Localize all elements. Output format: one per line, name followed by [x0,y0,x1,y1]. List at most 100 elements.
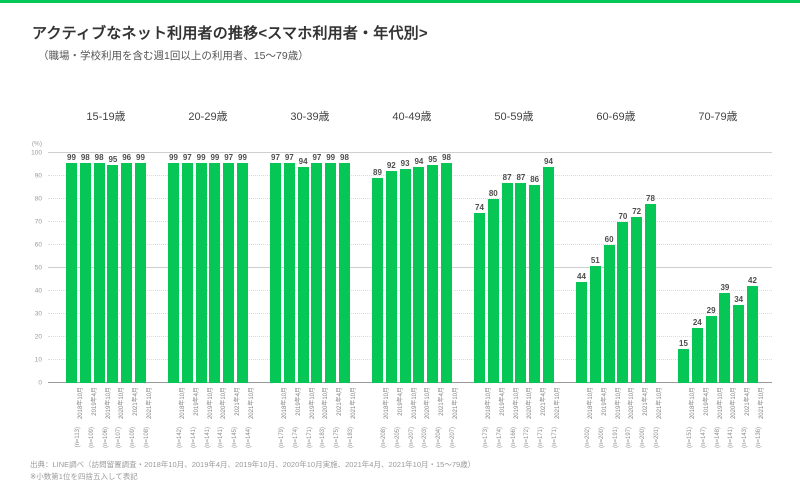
bar-cell: 93 [399,153,411,383]
bar-30-39歳-2019年4月 [283,163,295,383]
sample-size-label: (n=144) [245,427,252,448]
bar-value-label: 39 [720,283,730,293]
bar-50-59歳-2019年4月 [487,199,499,383]
bar-value-label: 97 [284,153,294,162]
x-label-cell: 2018年10月 (n=202) [576,387,594,463]
x-label-cell: 2019年4月 (n=147) [692,387,710,463]
x-label-cell: 2020年10月 (n=107) [107,387,125,463]
bar-cell: 51 [589,153,601,383]
y-tick-label-70: 70 [34,218,42,226]
bar-cell: 97 [283,153,295,383]
bar-value-label: 99 [67,153,76,162]
bar-20-29歳-2020年10月 [209,163,221,383]
bar-15-19歳-2019年4月 [79,163,91,383]
bar-value-label: 87 [502,172,512,182]
bar-40-49歳-2018年10月 [372,178,383,383]
x-label-cell: 2020年10月 (n=141) [719,387,737,463]
age-group-30-39歳: 30-39歳 97 97 94 97 99 98 2018年10月 (n=179) 2019年4月… [270,108,357,463]
sample-size-label: (n=207) [449,427,456,448]
bar-cell: 15 [678,153,689,383]
age-group-40-49歳: 40-49歳 89 92 93 94 95 98 2018年10月 (n=208) 2019年4月… [372,108,459,463]
bar-cell: 94 [297,153,309,383]
bar-cell: 87 [515,153,527,383]
period-label: 2021年10月 [656,387,663,420]
bar-cell: 94 [542,153,554,383]
bars-row: 44 51 60 70 72 78 [576,153,656,383]
bar-value-label: 97 [271,153,280,162]
bar-value-label: 29 [706,306,716,316]
period-label: 2021年10月 [452,387,459,420]
x-label-cell: 2019年4月 (n=174) [284,387,302,463]
bar-value-label: 15 [679,338,688,348]
age-group-20-29歳: 20-29歳 99 97 99 99 97 99 2018年10月 (n=142) 2019年4月… [168,108,255,463]
bar-cell: 87 [501,153,513,383]
age-group-50-59歳: 50-59歳 74 80 87 87 86 94 2018年10月 (n=173) 2019年4月… [474,108,561,463]
x-label-cell: 2021年4月 (n=200) [631,387,649,463]
bar-15-19歳-2020年10月 [107,164,119,383]
bar-60-69歳-2018年10月 [576,281,587,383]
age-group-columns: 15-19歳 99 98 98 95 96 99 2018年10月 (n=113) 2019年4月… [48,108,772,463]
bar-cell: 89 [372,153,383,383]
x-label-cell: 2021年10月 (n=201) [645,387,663,463]
bar-cell: 24 [691,153,703,383]
x-label-cell: 2019年10月 (n=148) [706,387,724,463]
bar-70-79歳-2021年10月 [746,286,758,383]
x-labels-row: 2018年10月 (n=173) 2019年4月 (n=174) 2019年10月 (n=… [474,387,561,463]
bar-70-79歳-2021年4月 [733,304,745,383]
bar-value-label: 98 [94,153,104,162]
y-axis-unit-label: (%) [31,140,42,148]
bar-value-label: 99 [169,153,178,162]
chart-title: アクティブなネット利用者の推移<スマホ利用者・年代別> [32,25,428,42]
period-label: 2021年10月 [350,387,357,420]
bars-row: 74 80 87 87 86 94 [474,153,554,383]
bar-value-label: 98 [80,153,90,162]
bar-value-label: 78 [646,193,655,203]
bar-cell: 99 [134,153,146,383]
bar-40-49歳-2019年10月 [399,169,411,383]
bar-40-49歳-2021年10月 [440,163,452,383]
bar-50-59歳-2021年10月 [542,166,554,383]
bar-value-label: 24 [692,317,702,327]
bar-value-label: 86 [530,175,540,185]
gridline-100 [48,152,772,153]
bars-row: 15 24 29 39 34 42 [678,153,758,383]
bar-cell: 99 [66,153,77,383]
bar-value-label: 74 [475,202,484,212]
x-label-cell: 2018年10月 (n=113) [66,387,84,463]
footnotes: 出典：LINE調べ（訪問留置調査・2018年10月、2019年4月、2019年1… [30,459,475,483]
x-labels-row: 2018年10月 (n=179) 2019年4月 (n=174) 2019年10月 (n=… [270,387,357,463]
sample-size-label: (n=108) [143,427,150,448]
age-group-label: 15-19歳 [86,111,126,123]
bar-40-49歳-2021年4月 [427,164,439,383]
bar-70-79歳-2019年4月 [691,327,703,383]
bar-cell: 44 [576,153,587,383]
bar-value-label: 44 [577,271,586,281]
bar-50-59歳-2020年10月 [515,182,527,383]
y-tick-label-90: 90 [34,172,42,180]
bar-20-29歳-2019年10月 [195,163,207,383]
x-label-cell: 2019年10月 (n=191) [604,387,622,463]
x-label-cell: 2018年10月 (n=151) [678,387,696,463]
bars-row: 97 97 94 97 99 98 [270,153,350,383]
bar-value-label: 96 [122,153,132,162]
x-label-cell: 2019年10月 (n=207) [400,387,418,463]
bar-cell: 80 [487,153,499,383]
bar-cell: 99 [325,153,337,383]
bar-value-label: 99 [238,153,247,162]
age-group-label: 60-69歳 [596,111,636,123]
bar-20-29歳-2021年10月 [236,163,248,383]
age-group-label: 50-59歳 [494,111,534,123]
bar-value-label: 34 [734,294,744,304]
brand-accent-bar [0,0,800,3]
bar-cell: 39 [719,153,731,383]
sample-size-label: (n=171) [551,427,558,448]
x-label-cell: 2020年10月 (n=172) [515,387,533,463]
y-tick-label-10: 10 [34,356,42,364]
x-label-cell: 2019年4月 (n=200) [590,387,608,463]
bar-value-label: 87 [516,172,526,182]
bar-70-79歳-2019年10月 [705,316,717,383]
x-label-cell: 2021年4月 (n=109) [121,387,139,463]
bar-value-label: 89 [373,168,382,178]
bar-value-label: 97 [312,153,322,162]
bar-value-label: 99 [326,153,336,162]
